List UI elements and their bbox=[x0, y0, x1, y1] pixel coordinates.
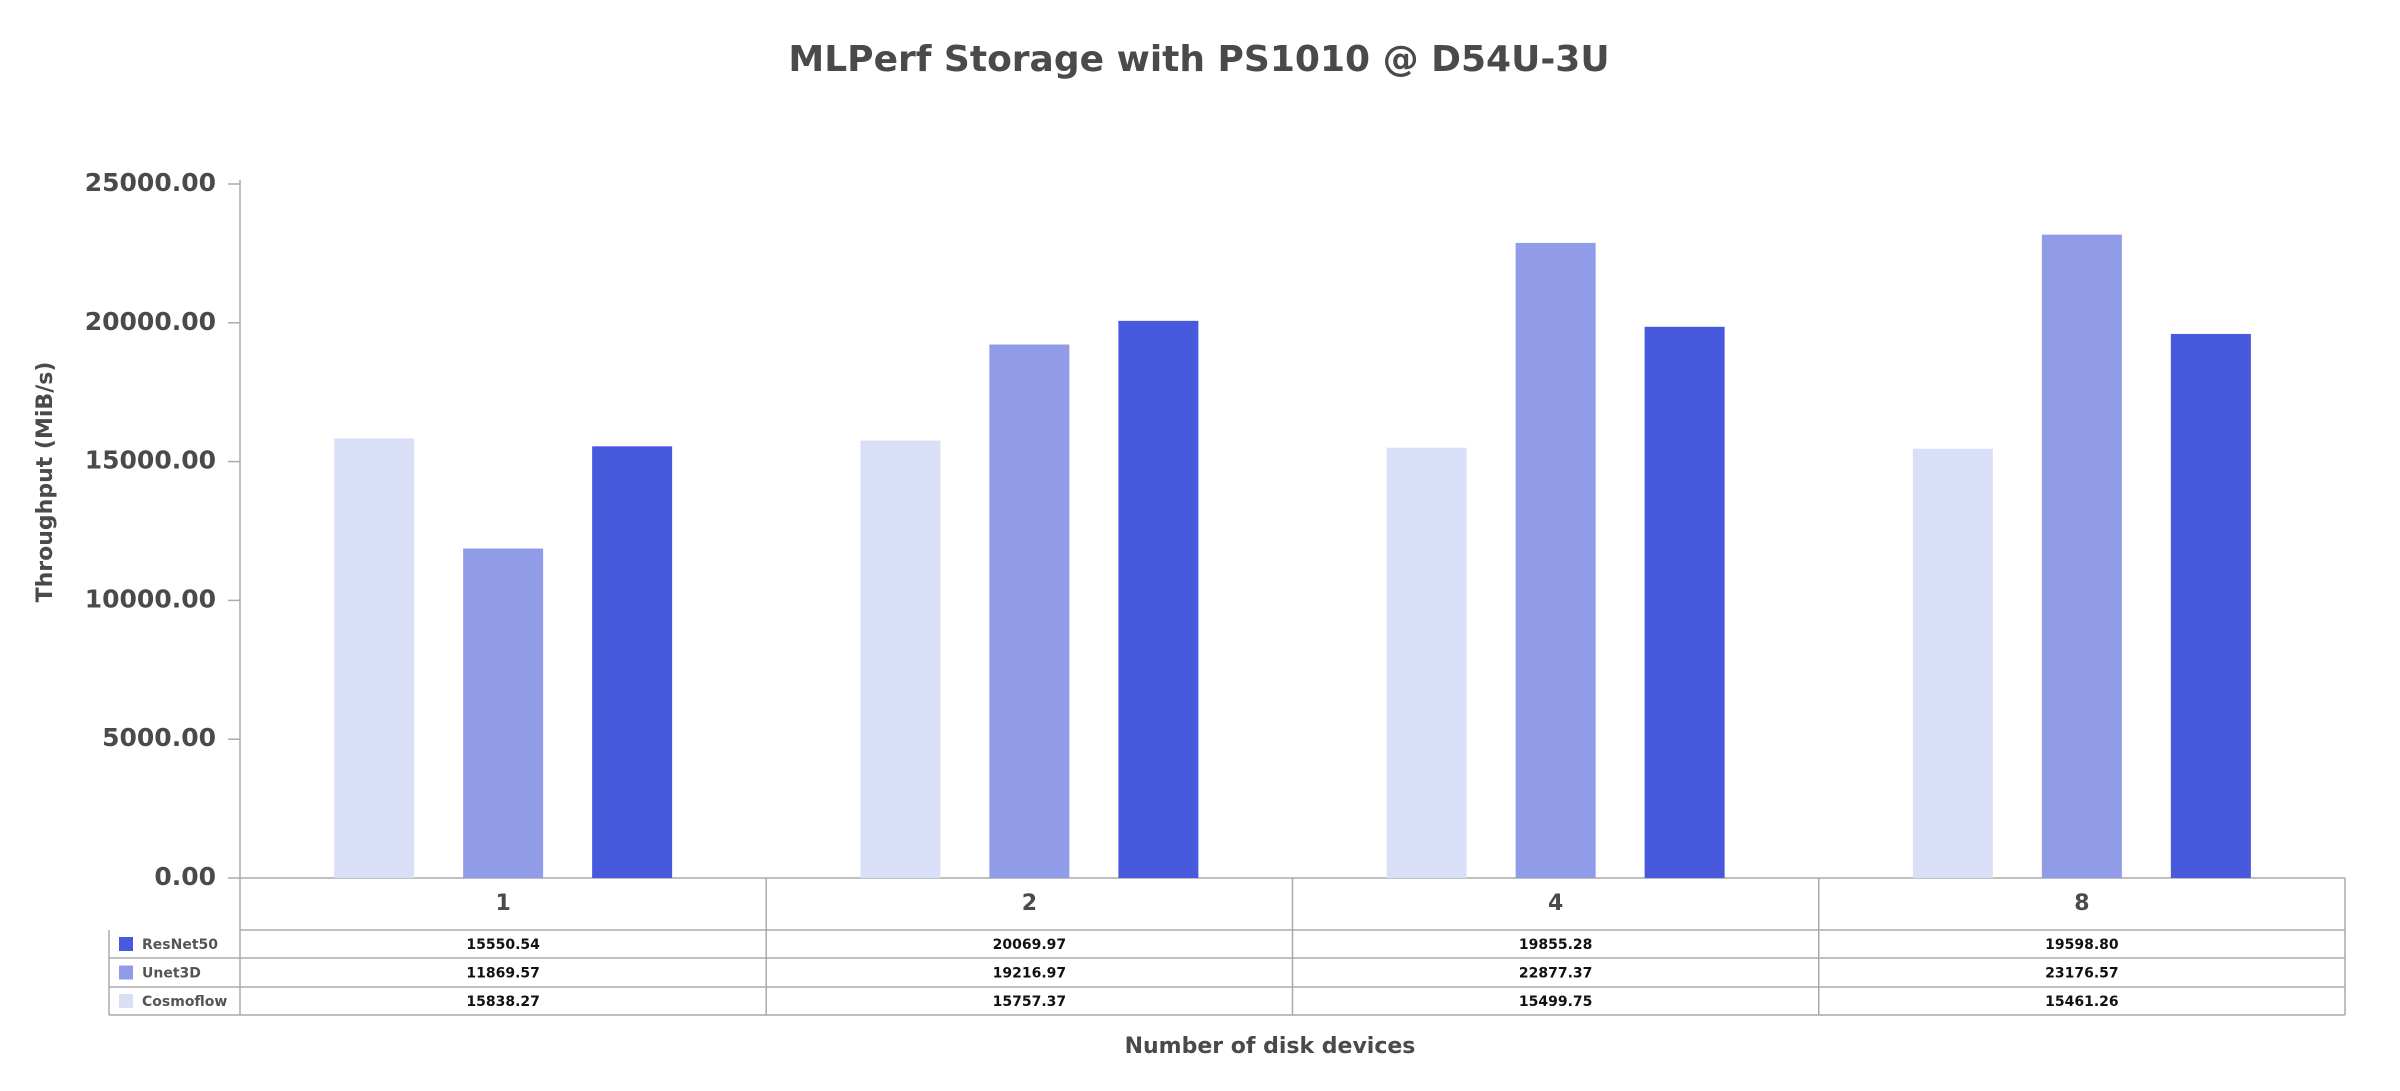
bar bbox=[463, 548, 544, 878]
y-axis-label: Throughput (MiB/s) bbox=[33, 362, 58, 603]
table-cell: 19855.28 bbox=[1519, 937, 1593, 953]
table-cell: 23176.57 bbox=[2045, 966, 2119, 982]
table-cell: 19598.80 bbox=[2045, 937, 2119, 953]
chart-title: MLPerf Storage with PS1010 @ D54U-3U bbox=[788, 39, 1609, 80]
table-cell: 15499.75 bbox=[1519, 994, 1593, 1010]
bar bbox=[2170, 333, 2251, 878]
bar bbox=[334, 438, 415, 878]
table-cell: 15757.37 bbox=[993, 994, 1067, 1010]
bar bbox=[2041, 234, 2122, 879]
legend-swatch bbox=[119, 994, 133, 1008]
x-tick-label: 4 bbox=[1548, 891, 1563, 916]
bar bbox=[1912, 448, 1993, 878]
bar bbox=[1386, 447, 1467, 878]
y-tick-label: 15000.00 bbox=[85, 446, 216, 475]
y-tick-label: 25000.00 bbox=[85, 168, 216, 197]
table-cell: 20069.97 bbox=[993, 937, 1067, 953]
legend-label: ResNet50 bbox=[142, 937, 218, 953]
y-tick-label: 0.00 bbox=[154, 862, 216, 891]
x-axis-label: Number of disk devices bbox=[1125, 1034, 1416, 1059]
table-cell: 15838.27 bbox=[466, 994, 540, 1010]
y-tick-label: 5000.00 bbox=[102, 723, 216, 752]
y-tick-label: 10000.00 bbox=[85, 584, 216, 613]
bar bbox=[1515, 242, 1596, 879]
bar bbox=[860, 440, 941, 878]
bar bbox=[1644, 326, 1725, 879]
table-cell: 15461.26 bbox=[2045, 994, 2119, 1010]
x-tick-label: 8 bbox=[2074, 891, 2089, 916]
table-cell: 19216.97 bbox=[993, 966, 1067, 982]
bar bbox=[989, 344, 1070, 878]
legend-label: Cosmoflow bbox=[142, 994, 227, 1010]
table-cell: 22877.37 bbox=[1519, 966, 1593, 982]
x-tick-label: 1 bbox=[495, 891, 510, 916]
y-tick-label: 20000.00 bbox=[85, 307, 216, 336]
legend-label: Unet3D bbox=[142, 966, 201, 982]
bar bbox=[592, 446, 673, 878]
bar bbox=[1118, 320, 1199, 878]
table-cell: 11869.57 bbox=[466, 966, 540, 982]
legend-swatch bbox=[119, 937, 133, 951]
legend-swatch bbox=[119, 965, 133, 980]
x-tick-label: 2 bbox=[1022, 891, 1037, 916]
table-cell: 15550.54 bbox=[466, 937, 540, 953]
